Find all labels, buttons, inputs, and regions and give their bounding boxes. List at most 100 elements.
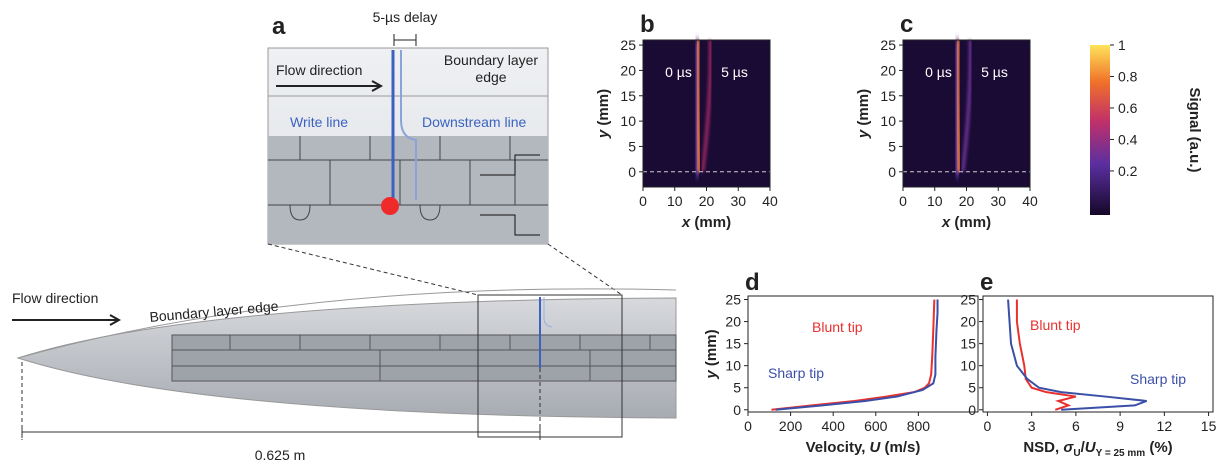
x-tick-label: 10	[667, 193, 683, 209]
x-tick-label: 15	[1201, 418, 1217, 434]
y-axis-label-part: (mm)	[595, 89, 612, 130]
colorbar-tick-label: 0.2	[1118, 163, 1138, 179]
annotation: 0 µs	[665, 64, 692, 80]
x-axis-label: Velocity, U (m/s)	[806, 439, 921, 456]
x-tick-label: 0	[639, 193, 647, 209]
y-axis-label-part: (mm)	[703, 329, 720, 370]
bl-edge-label: Boundary layer edge	[432, 52, 550, 92]
x-axis-label: NSD, σU/UY = 25 mm (%)	[1023, 439, 1172, 459]
y-tick-label: 0	[888, 164, 896, 180]
dimension-line	[22, 426, 540, 438]
laser-spot	[381, 197, 399, 215]
x-tick-label: 800	[907, 418, 931, 434]
y-tick-label: 5	[968, 380, 976, 396]
zoom-connector	[268, 244, 622, 295]
x-tick-label: 0	[984, 418, 992, 434]
x-tick-label: 40	[762, 193, 778, 209]
x-tick-label: 0	[744, 418, 752, 434]
x-tick-label: 9	[1116, 418, 1124, 434]
downstream-label: Downstream line	[422, 114, 526, 130]
y-tick-label: 10	[725, 358, 741, 374]
x-tick-label: 0	[899, 193, 907, 209]
x-axis-label-part: NSD,	[1023, 439, 1063, 456]
annotation: 5 µs	[721, 64, 748, 80]
delay-label: 5-µs delay	[373, 9, 438, 25]
panel-label: a	[272, 13, 286, 40]
x-tick-label: 30	[730, 193, 746, 209]
x-tick-label: 30	[990, 193, 1006, 209]
wall	[268, 136, 548, 244]
x-tick-label: 12	[1157, 418, 1173, 434]
panel-label: b	[640, 11, 655, 38]
write-line-label: Write line	[290, 114, 348, 130]
x-axis-label: x (mm)	[941, 214, 991, 231]
x-tick-label: 40	[1022, 193, 1038, 209]
x-tick-label: 20	[959, 193, 975, 209]
y-tick-label: 20	[620, 62, 636, 78]
y-tick-label: 10	[620, 113, 636, 129]
series-label: Blunt tip	[1030, 317, 1081, 333]
y-tick-label: 15	[960, 336, 976, 352]
y-tick-label: 5	[628, 138, 636, 154]
x-tick-label: 20	[699, 193, 715, 209]
colorbar-label: Signal (a.u.)	[1186, 87, 1203, 172]
signal-0us	[697, 40, 699, 172]
x-tick-label: 200	[779, 418, 803, 434]
colorbar-tick-label: 1	[1118, 37, 1126, 53]
y-axis-label-part: (mm)	[938, 329, 955, 370]
colorbar-tick-label: 0.4	[1118, 131, 1138, 147]
y-tick-label: 15	[725, 336, 741, 352]
y-tick-label: 20	[725, 314, 741, 330]
x-tick-label: 6	[1072, 418, 1080, 434]
x-axis-label-part: (mm)	[690, 214, 731, 231]
y-tick-label: 0	[733, 402, 741, 418]
y-tick-label: 10	[960, 358, 976, 374]
y-tick-label: 20	[880, 62, 896, 78]
y-tick-label: 25	[880, 37, 896, 53]
figure: a 5-µs delay Flow direction Boundary lay…	[0, 0, 1225, 470]
panel-label: e	[980, 269, 993, 296]
x-axis-label: x (mm)	[681, 214, 731, 231]
annotation: 5 µs	[981, 64, 1008, 80]
y-tick-label: 25	[725, 292, 741, 308]
panel-label: d	[745, 269, 760, 296]
y-axis-label: y (mm)	[855, 89, 872, 139]
colorbar-tick-label: 0.6	[1118, 100, 1138, 116]
flow-arrow	[12, 315, 119, 325]
distance-label: 0.625 m	[255, 447, 306, 463]
y-tick-label: 0	[628, 164, 636, 180]
y-tick-label: 0	[968, 402, 976, 418]
x-axis-label-part: Y = 25 mm	[1096, 448, 1146, 459]
model-insert	[172, 335, 676, 381]
x-axis-label-part: U	[1073, 448, 1080, 459]
flow-label: Flow direction	[276, 62, 362, 78]
bl-edge-text: Boundary layer edge	[432, 52, 550, 86]
x-axis-label-part: Velocity,	[806, 439, 870, 456]
x-axis-label-part: (mm)	[950, 214, 991, 231]
panel-label: c	[900, 11, 913, 38]
annotation: 0 µs	[925, 64, 952, 80]
y-tick-label: 20	[960, 314, 976, 330]
flow-label: Flow direction	[12, 290, 98, 306]
x-tick-label: 10	[927, 193, 943, 209]
y-tick-label: 25	[960, 292, 976, 308]
y-tick-label: 15	[880, 88, 896, 104]
x-tick-label: 3	[1028, 418, 1036, 434]
x-axis-label-part: (m/s)	[880, 439, 920, 456]
signal-0us	[957, 40, 959, 172]
series-label: Sharp tip	[1130, 371, 1186, 387]
y-tick-label: 10	[880, 113, 896, 129]
y-axis-label-part: (mm)	[855, 89, 872, 130]
x-tick-label: 600	[864, 418, 888, 434]
y-axis-label: y (mm)	[595, 89, 612, 139]
x-axis-label-part: (%)	[1145, 439, 1173, 456]
delay-bracket	[394, 34, 416, 46]
y-tick-label: 5	[888, 138, 896, 154]
y-tick-label: 5	[733, 380, 741, 396]
colorbar-tick-label: 0.8	[1118, 68, 1138, 84]
y-tick-label: 25	[620, 37, 636, 53]
image-background	[903, 40, 1030, 187]
series-label: Blunt tip	[812, 319, 863, 335]
x-tick-label: 400	[822, 418, 846, 434]
image-background	[643, 40, 770, 187]
